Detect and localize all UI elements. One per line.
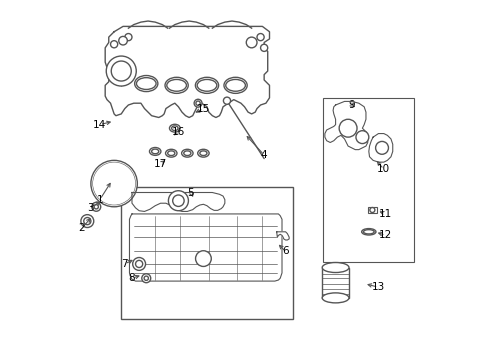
Text: 14: 14 (93, 120, 106, 130)
Ellipse shape (94, 204, 98, 209)
Ellipse shape (225, 80, 245, 91)
Text: 11: 11 (378, 209, 391, 219)
Text: 17: 17 (154, 159, 167, 169)
Ellipse shape (183, 151, 190, 156)
Text: 16: 16 (171, 127, 184, 137)
Polygon shape (324, 102, 367, 150)
Circle shape (100, 169, 128, 198)
Ellipse shape (171, 126, 178, 131)
Circle shape (83, 217, 91, 225)
Ellipse shape (363, 230, 373, 234)
Circle shape (124, 33, 132, 41)
Polygon shape (132, 193, 224, 211)
Circle shape (355, 131, 368, 144)
Ellipse shape (197, 80, 216, 91)
Ellipse shape (136, 78, 156, 89)
Circle shape (119, 36, 127, 45)
Circle shape (168, 191, 188, 211)
Circle shape (95, 165, 132, 202)
Circle shape (375, 141, 387, 154)
Ellipse shape (195, 77, 218, 93)
Ellipse shape (165, 149, 177, 157)
Circle shape (223, 97, 230, 104)
Circle shape (106, 56, 136, 86)
Ellipse shape (142, 274, 150, 283)
Ellipse shape (200, 151, 206, 156)
Circle shape (81, 215, 94, 228)
Text: 3: 3 (87, 203, 93, 213)
Text: 7: 7 (122, 259, 128, 269)
Ellipse shape (164, 77, 188, 93)
Ellipse shape (322, 262, 348, 273)
Polygon shape (105, 26, 269, 117)
Ellipse shape (144, 276, 148, 280)
Polygon shape (368, 134, 392, 162)
Text: 13: 13 (371, 282, 384, 292)
Ellipse shape (92, 202, 101, 211)
Bar (323, 98, 413, 262)
Text: 8: 8 (128, 273, 135, 283)
Ellipse shape (151, 149, 159, 154)
Text: 6: 6 (282, 247, 288, 256)
Ellipse shape (169, 124, 180, 132)
Ellipse shape (149, 148, 161, 156)
Text: 1: 1 (96, 195, 103, 204)
Circle shape (172, 195, 184, 206)
Ellipse shape (196, 101, 200, 105)
Ellipse shape (181, 149, 193, 157)
Text: 2: 2 (79, 223, 85, 233)
Circle shape (369, 207, 374, 212)
Ellipse shape (166, 80, 186, 91)
Ellipse shape (224, 77, 246, 93)
Circle shape (111, 61, 131, 81)
Text: 15: 15 (196, 104, 210, 113)
Circle shape (110, 41, 118, 48)
Circle shape (93, 162, 135, 205)
Circle shape (108, 178, 120, 189)
Ellipse shape (167, 151, 175, 156)
Text: 12: 12 (378, 230, 391, 240)
Ellipse shape (134, 76, 158, 91)
Circle shape (132, 257, 145, 270)
Bar (367, 207, 376, 213)
Circle shape (246, 37, 257, 48)
Polygon shape (129, 214, 282, 281)
Circle shape (98, 167, 130, 200)
Circle shape (94, 164, 134, 203)
Circle shape (339, 119, 356, 137)
Ellipse shape (197, 149, 209, 157)
Ellipse shape (194, 99, 202, 107)
Text: 10: 10 (376, 164, 389, 174)
Circle shape (195, 251, 211, 266)
Circle shape (104, 174, 124, 194)
Ellipse shape (361, 229, 375, 235)
Ellipse shape (322, 293, 348, 303)
Circle shape (96, 166, 132, 202)
Text: 9: 9 (347, 100, 354, 110)
Polygon shape (276, 232, 288, 240)
Circle shape (257, 33, 264, 41)
Circle shape (91, 160, 137, 207)
Bar (121, 187, 292, 319)
Text: 5: 5 (187, 188, 194, 198)
Circle shape (135, 260, 142, 267)
Circle shape (260, 44, 267, 51)
Text: 4: 4 (260, 150, 267, 160)
